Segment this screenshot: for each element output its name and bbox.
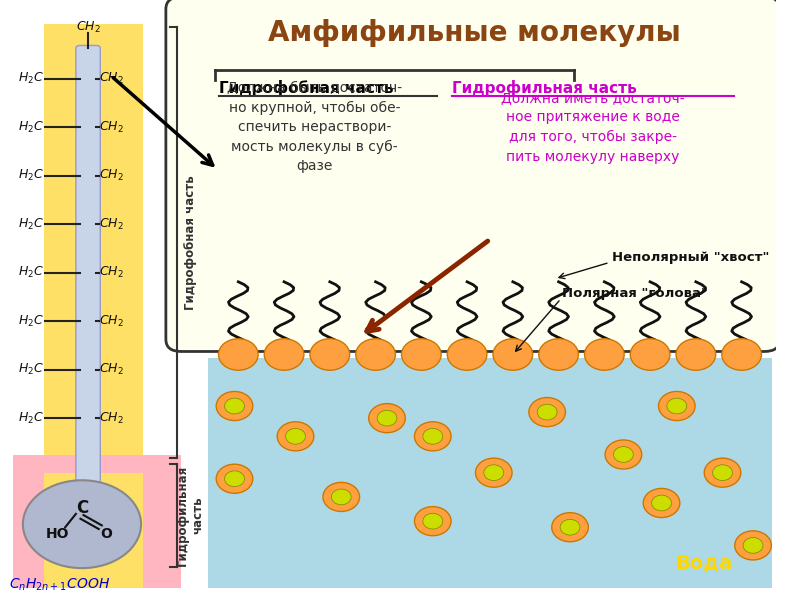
Circle shape [552,513,588,542]
Circle shape [676,339,716,370]
Text: $H_2C$: $H_2C$ [18,72,44,86]
Text: Амфифильные молекулы: Амфифильные молекулы [268,19,681,47]
Circle shape [493,339,533,370]
Text: O: O [101,527,112,542]
Circle shape [475,458,512,487]
Text: Гидрофобная часть: Гидрофобная часть [184,175,197,310]
Circle shape [585,339,624,370]
Circle shape [225,398,245,414]
Text: Гидрофильная
часть: Гидрофильная часть [176,464,204,566]
Text: $CH_2$: $CH_2$ [98,314,123,328]
Text: $CH_2$: $CH_2$ [98,217,123,231]
Text: $CH_2$: $CH_2$ [98,72,123,86]
Circle shape [658,391,695,421]
Circle shape [423,428,442,444]
Text: C: C [76,499,88,517]
Circle shape [402,339,441,370]
Bar [44,24,143,473]
Circle shape [414,507,451,536]
Bar [208,336,772,376]
Circle shape [630,339,670,370]
Text: $CH_2$: $CH_2$ [98,265,123,280]
Text: HO: HO [46,527,70,542]
FancyBboxPatch shape [166,0,780,351]
Text: Вода: Вода [675,554,732,573]
Circle shape [605,440,642,469]
Circle shape [331,489,351,505]
Circle shape [667,398,686,414]
Text: Гидрофильная часть: Гидрофильная часть [452,80,637,96]
Circle shape [529,398,566,427]
Text: Гидрофобная часть: Гидрофобная часть [219,80,394,96]
Circle shape [704,458,741,487]
Text: $CH_2$: $CH_2$ [98,411,123,425]
Text: $H_2C$: $H_2C$ [18,411,44,425]
Circle shape [538,404,557,420]
Text: $C_nH_{2n+1}COOH$: $C_nH_{2n+1}COOH$ [9,576,110,593]
Circle shape [713,465,733,481]
Circle shape [484,465,504,481]
Circle shape [447,339,487,370]
Circle shape [414,422,451,451]
Text: $H_2C$: $H_2C$ [18,168,44,183]
Text: $CH_2$: $CH_2$ [98,168,123,183]
Circle shape [538,339,578,370]
Circle shape [286,428,306,444]
Circle shape [614,447,634,462]
Text: $H_2C$: $H_2C$ [18,362,44,377]
Circle shape [377,410,397,426]
Circle shape [216,464,253,493]
Circle shape [369,404,406,433]
Circle shape [216,391,253,421]
Bar [44,473,143,588]
Circle shape [264,339,304,370]
Text: Должна иметь достаточ-
ное притяжение к воде
для того, чтобы закре-
пить молекул: Должна иметь достаточ- ное притяжение к … [501,91,685,164]
Circle shape [734,531,771,560]
Circle shape [225,471,245,487]
Circle shape [310,339,350,370]
Text: $H_2C$: $H_2C$ [18,265,44,280]
Circle shape [218,339,258,370]
Circle shape [560,519,580,535]
Circle shape [722,339,762,370]
Text: Неполярный "хвост": Неполярный "хвост" [612,251,770,264]
Circle shape [652,495,671,511]
Ellipse shape [23,480,141,568]
Text: $H_2C$: $H_2C$ [18,120,44,135]
Bar [14,454,181,588]
Circle shape [278,422,314,451]
Text: $H_2C$: $H_2C$ [18,314,44,328]
Text: $CH_2$: $CH_2$ [76,20,101,35]
Circle shape [356,339,395,370]
Text: Полярная "голова": Полярная "голова" [562,287,708,300]
Circle shape [643,488,680,518]
Text: Должна быть достаточ-
но крупной, чтобы обе-
спечить нераствори-
мость молекулы : Должна быть достаточ- но крупной, чтобы … [227,81,402,173]
FancyBboxPatch shape [76,45,100,536]
Text: $CH_2$: $CH_2$ [98,120,123,135]
Bar [208,358,772,588]
Text: $CH_2$: $CH_2$ [98,362,123,377]
Circle shape [743,538,763,553]
Text: $H_2C$: $H_2C$ [18,217,44,231]
Circle shape [423,513,442,529]
Circle shape [323,482,359,511]
